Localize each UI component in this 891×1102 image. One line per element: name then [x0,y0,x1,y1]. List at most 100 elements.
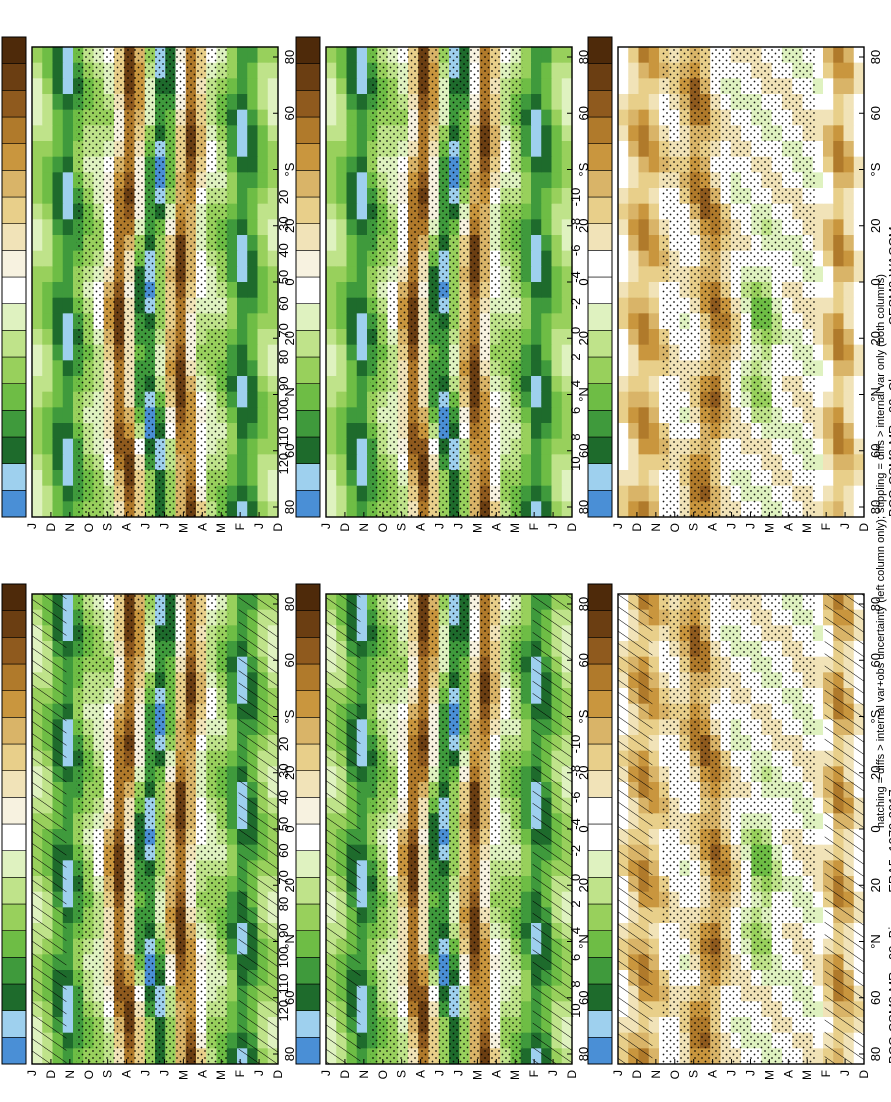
latitude-tick-label: °N [282,387,297,402]
month-tick-label: M [762,523,776,533]
colorbar-swatch [587,717,613,745]
month-tick-label: M [800,1070,814,1080]
latitude-tick-label: 60 [868,106,883,120]
colorbar-swatch [295,36,321,64]
heatmap-field [326,46,573,517]
heatmap-field [326,593,573,1064]
month-tick-label: A [120,523,134,531]
month-tick-label: M [214,1070,228,1080]
month-tick-label: M [214,523,228,533]
colorbar-swatch [587,196,613,224]
colorbar-swatch [1,116,27,144]
colorbar-swatch [587,1010,613,1038]
colorbar-swatch [295,383,321,411]
colorbar-swatch [1,663,27,691]
latitude-tick-label: 80 [282,50,297,64]
hatching-overlay [532,594,573,1064]
colorbar-label: 20 [276,190,291,204]
colorbar-label: 110 [276,427,291,448]
colorbar-swatch [295,983,321,1011]
month-tick-label: S [101,1070,115,1078]
panel-top-left: 12011010090807060504030208060°N20020°S60… [1,583,315,1080]
colorbar-swatch [295,330,321,358]
latitude-tick-label: 60 [282,444,297,458]
hatching-overlay [824,594,865,1064]
colorbar-label: -8 [568,218,583,230]
month-tick-label: J [451,523,465,529]
month-tick-label: A [414,1070,428,1078]
colorbar-label: 2 [568,900,583,907]
colorbar-label: 6 [568,407,583,414]
latitude-tick-label: 80 [282,597,297,611]
colorbar-swatch [1,823,27,851]
month-tick-label: D [565,1070,579,1079]
colorbar-label: 40 [276,790,291,804]
colorbar-swatch [1,983,27,1011]
month-tick-label: J [139,1070,153,1076]
latitude-tick-label: °S [282,162,297,176]
colorbar-label: 120 [276,453,291,475]
month-tick-label: O [668,1070,682,1079]
latitude-tick-label: 80 [868,1047,883,1061]
month-tick-label: O [376,1070,390,1079]
latitude-tick-label: °N [868,934,883,949]
month-tick-label: F [233,1070,247,1077]
colorbar-swatch [295,823,321,851]
latitude-tick-label: 20 [282,878,297,892]
colorbar-swatch [587,823,613,851]
stippling-overlay [76,47,229,517]
latitude-tick-label: 60 [868,653,883,667]
colorbar-swatch [295,143,321,171]
colorbar-label: -10 [568,188,583,207]
month-tick-label: J [546,523,560,529]
colorbar-swatch [1,930,27,958]
colorbar-label: 100 [276,946,291,968]
latitude-tick-label: °S [576,162,591,176]
colorbar-swatch [587,930,613,958]
heatmap-field [32,46,279,517]
month-tick-label: M [470,523,484,533]
panel-title: BCC-CSM2-MR_r03: Change vs CESM2-WACCM [886,226,891,517]
colorbar-swatch [1,250,27,278]
latitude-tick-label: 20 [868,331,883,345]
month-tick-label: S [395,1070,409,1078]
month-tick-label: A [195,523,209,531]
latitude-tick-label: 80 [868,597,883,611]
month-tick-label: J [838,1070,852,1076]
latitude-tick-label: 0 [576,278,591,285]
panel-bottom-right: 1086420-2-4-6-8-108060°N20020°S6080DJFMA… [568,36,891,533]
month-tick-label: M [762,1070,776,1080]
month-tick-label: F [819,1070,833,1077]
colorbar-label: -4 [568,271,583,283]
colorbar-swatch [295,410,321,438]
latitude-tick-label: °S [282,709,297,723]
stippling-overlay [662,594,815,1064]
month-tick-label: S [101,523,115,531]
colorbar-label: 30 [276,763,291,777]
latitude-tick-label: 0 [868,825,883,832]
month-tick-label: F [233,523,247,530]
month-tick-label: N [63,1070,77,1079]
month-tick-label: D [271,1070,285,1079]
heatmap-field [32,593,279,1064]
colorbar-label: 4 [568,927,583,934]
month-tick-label: J [139,523,153,529]
month-tick-label: D [630,523,644,532]
colorbar-label: 10 [568,456,583,470]
month-tick-label: J [319,1070,333,1076]
colorbar-swatch [1,717,27,745]
heatmap-field [618,593,865,1064]
colorbar-swatch [1,490,27,518]
colorbar-swatch [1,1037,27,1065]
colorbar-swatch [587,743,613,771]
colorbar-swatch [295,690,321,718]
month-tick-label: O [668,523,682,532]
month-tick-label: N [649,1070,663,1079]
